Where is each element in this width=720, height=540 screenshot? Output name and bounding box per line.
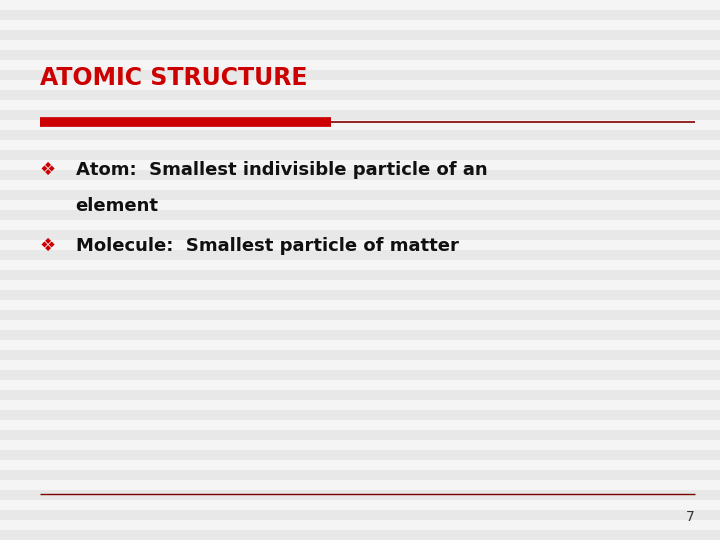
Bar (0, 180, 720, 190)
Bar (0, 410, 720, 420)
Bar (0, 460, 720, 470)
Bar (0, 250, 720, 260)
Bar (0, 420, 720, 430)
Bar (0, 510, 720, 520)
Bar (0, 150, 720, 160)
Bar (0, 140, 720, 150)
Bar (0, 480, 720, 490)
Bar (0, 160, 720, 170)
Bar (0, 370, 720, 380)
Bar (0, 440, 720, 450)
Bar (0, 280, 720, 290)
Bar (0, 490, 720, 500)
Bar (0, 270, 720, 280)
Bar (0, 220, 720, 230)
Bar (0, 470, 720, 480)
Bar (0, 200, 720, 210)
Bar (0, 230, 720, 240)
Text: ❖: ❖ (40, 237, 55, 255)
Bar (0, 90, 720, 100)
Text: element: element (76, 197, 158, 215)
Bar (0, 130, 720, 140)
Text: ATOMIC STRUCTURE: ATOMIC STRUCTURE (40, 66, 307, 90)
Text: Atom:  Smallest indivisible particle of an: Atom: Smallest indivisible particle of a… (76, 161, 487, 179)
Bar (0, 50, 720, 60)
Bar (0, 310, 720, 320)
Bar (0, 320, 720, 330)
Bar (0, 240, 720, 250)
Bar (0, 120, 720, 130)
Bar (0, 30, 720, 40)
Bar (0, 450, 720, 460)
Bar (0, 300, 720, 310)
Text: ❖: ❖ (40, 161, 55, 179)
Bar (0, 20, 720, 30)
Bar (0, 260, 720, 270)
Bar (0, 80, 720, 90)
Bar (0, 430, 720, 440)
Bar (0, 210, 720, 220)
Bar (0, 530, 720, 540)
Bar (0, 10, 720, 20)
Bar (0, 350, 720, 360)
Bar (0, 500, 720, 510)
Bar (0, 340, 720, 350)
Bar (0, 360, 720, 370)
Bar (0, 70, 720, 80)
Bar (0, 380, 720, 390)
Bar (0, 330, 720, 340)
Bar (0, 400, 720, 410)
Bar (0, 170, 720, 180)
Bar (0, 0, 720, 10)
Bar (0, 110, 720, 120)
Bar (0, 390, 720, 400)
Text: Molecule:  Smallest particle of matter: Molecule: Smallest particle of matter (76, 237, 459, 255)
Bar (0, 40, 720, 50)
Bar (0, 100, 720, 110)
Bar (0, 290, 720, 300)
Text: 7: 7 (686, 510, 695, 524)
Bar (0, 190, 720, 200)
Bar (0, 60, 720, 70)
Bar (0, 520, 720, 530)
